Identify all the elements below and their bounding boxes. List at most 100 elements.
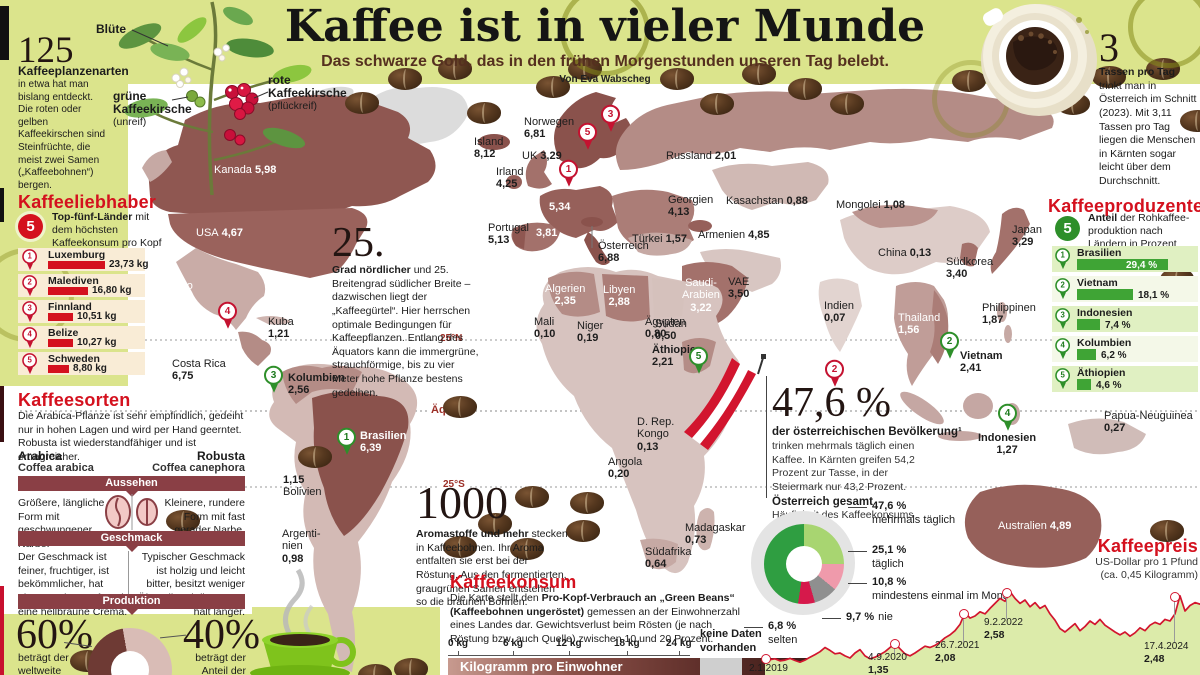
price-point-dot xyxy=(1170,592,1180,602)
top5-value: 16,80 kg xyxy=(92,285,132,296)
fact-25-number: 25. xyxy=(332,220,385,266)
producer-bar xyxy=(1077,379,1091,390)
top5-bar xyxy=(48,365,69,373)
top5-row: 2 Malediven 16,80 kg xyxy=(18,274,145,297)
consumer-rank-pin-icon: 2 xyxy=(825,359,845,388)
map-country-label: Indien 0,07 xyxy=(824,300,854,325)
map-country-label: Georgien 4,13 xyxy=(668,194,714,219)
rank-pin-icon: 5 xyxy=(22,353,38,375)
price-point-label: 9.2.2022 2,58 xyxy=(984,617,1023,641)
legend-ruler xyxy=(448,655,690,656)
kaffeeliebhaber-intro-bold: Top-fünf-Länder xyxy=(52,211,133,223)
austria-text: trinken mehrmals täglich einen Kaffee. I… xyxy=(772,440,915,493)
map-java xyxy=(938,431,982,441)
map-japan xyxy=(990,207,1030,274)
rank-pin-icon: 5 xyxy=(1055,368,1071,390)
producer-value: 29,4 % xyxy=(1126,260,1158,271)
map-mongolia xyxy=(852,204,938,228)
coffee-bean-icon xyxy=(443,536,477,558)
frequency-legend-item: 9,7 % nie xyxy=(822,611,893,623)
map-country-label: Kolumbien 2,56 xyxy=(288,372,345,397)
consumer-rank-pin-icon: 3 xyxy=(601,104,621,133)
robusta-name: Robusta xyxy=(197,449,245,463)
coffee-ring-stain-icon xyxy=(560,0,650,76)
map-philippines-1 xyxy=(997,302,1007,322)
producer-value: 18,1 % xyxy=(1138,290,1170,301)
share-40-pct: 40% xyxy=(183,612,260,658)
banner-produktion: Produktion xyxy=(18,594,245,615)
kaffeekonsum-heading: Kaffeekonsum xyxy=(450,572,577,592)
map-portugal xyxy=(512,226,526,249)
top5-row: 1 Luxemburg 23,73 kg xyxy=(18,248,148,271)
top5-country: Malediven xyxy=(48,275,99,287)
rank-pin-icon: 1 xyxy=(22,249,38,271)
map-country-label: USA 4,67 xyxy=(196,227,244,239)
coffee-bean-icon xyxy=(510,538,544,560)
top5-bar xyxy=(48,261,105,269)
map-country-label: D. Rep. Kongo 0,13 xyxy=(637,416,675,453)
austria-subhead: Österreich gesamt xyxy=(772,496,873,508)
consumer-rank-pin-icon: 1 xyxy=(559,159,579,188)
map-libya xyxy=(602,274,650,322)
frequency-legend-item: 25,1 % täglich xyxy=(847,544,907,570)
coffee-bean-icon xyxy=(830,93,864,115)
map-country-label: Philippinen 1,87 xyxy=(982,302,1036,327)
map-country-label: Portugal 5,13 xyxy=(488,222,529,247)
price-point-dot xyxy=(890,639,900,649)
rank-pin-icon: 2 xyxy=(1055,278,1071,300)
austria-vertical-rule xyxy=(766,376,767,498)
coffee-bean-icon xyxy=(358,664,392,675)
map-cuba xyxy=(256,316,292,325)
price-point-line xyxy=(963,618,964,642)
plant-label-rot-sub: (pflückreif) xyxy=(268,100,318,112)
edge-mark xyxy=(0,386,4,442)
map-kazakhstan xyxy=(712,162,829,210)
label-25s: 25°S xyxy=(440,479,468,490)
map-country-label: Bolivien 1,15 xyxy=(283,474,322,499)
legend-tick: 0 kg xyxy=(448,638,469,656)
price-point-dot xyxy=(959,609,969,619)
map-madagascar xyxy=(696,508,715,551)
label-25n: 25°N xyxy=(437,333,466,344)
map-new-guinea xyxy=(1068,418,1146,455)
map-country-label: Costa Rica 6,75 xyxy=(172,358,226,383)
banner-aussehen: Aussehen xyxy=(18,476,245,497)
top5-country: Belize xyxy=(48,327,79,339)
map-algeria xyxy=(548,271,600,317)
byline: Von Eva Wabscheg xyxy=(559,74,651,85)
top5-bar xyxy=(48,287,88,295)
coffee-bean-icon xyxy=(1092,66,1126,88)
price-chart xyxy=(764,590,1200,675)
coffee-bean-icon xyxy=(345,92,379,114)
map-central-america xyxy=(238,331,271,366)
fact-25-bold: Grad nördlicher xyxy=(332,264,411,276)
consumer-rank-pin-icon: 5 xyxy=(578,122,598,151)
fact-3-number: 3 xyxy=(1099,25,1119,70)
map-country-label: Indonesien 1,27 xyxy=(978,432,1037,457)
kaffeesorten-intro: Die Arabica-Pflanze ist sehr empfindlich… xyxy=(18,410,244,463)
banner-geschmack: Geschmack xyxy=(18,531,245,552)
coffee-bean-icon xyxy=(566,520,600,542)
plant-label-gruen: grüne Kaffeekirsche xyxy=(113,89,192,117)
top5-country: Luxemburg xyxy=(48,249,106,261)
map-usa xyxy=(168,208,368,278)
map-colombia xyxy=(282,365,362,404)
legend-tick: 24 kg xyxy=(666,638,692,656)
producer-rank-pin-icon: 3 xyxy=(264,365,284,394)
plant-label-gruen-sub: (unreif) xyxy=(113,116,147,128)
map-country-label: Ägypten 0,80 xyxy=(645,316,686,341)
fact-1000-text: Aromastoffe und mehr stecken in Kaffeebo… xyxy=(416,528,568,610)
coffee-bean-icon xyxy=(1150,520,1184,542)
blossom-cluster-icon xyxy=(171,44,230,88)
rank-pin-icon: 1 xyxy=(1055,248,1071,270)
producer-row: 4 Kolumbien 6,2 % xyxy=(1052,336,1198,362)
map-austria xyxy=(581,217,603,227)
map-country-label: Mali 0,10 xyxy=(534,316,556,341)
kaffeepreis-subtitle: US-Dollar pro 1 Pfund (ca. 0,45 Kilogram… xyxy=(1095,556,1198,582)
coffee-bean-icon xyxy=(388,68,422,90)
map-south-africa xyxy=(640,538,678,570)
rank-pin-icon: 4 xyxy=(22,327,38,349)
map-country-label: Libyen 2,88 xyxy=(603,284,636,309)
price-line xyxy=(764,590,1200,664)
share-40-text: beträgt der Anteil der Robusta-Bohnen xyxy=(195,652,246,675)
